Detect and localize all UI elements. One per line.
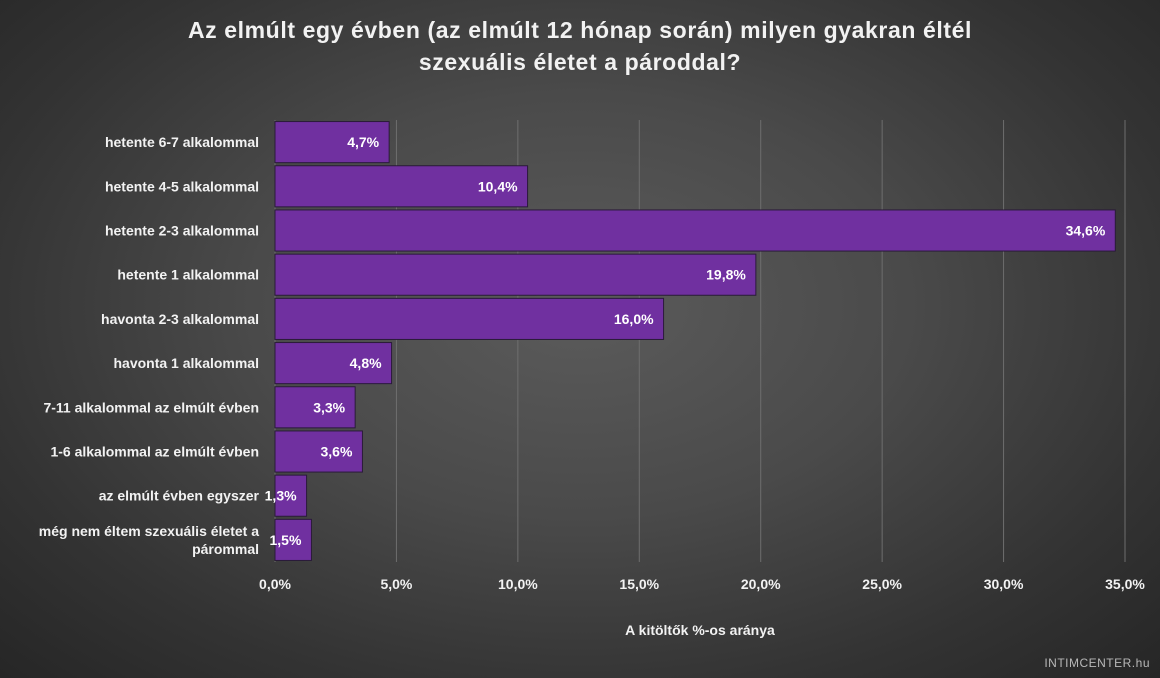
category-label-9-line-1: párommal — [192, 541, 259, 557]
bar-1 — [274, 165, 529, 208]
category-label-8: az elmúlt évben egyszer — [99, 488, 260, 504]
bar-value-label-1: 10,4% — [478, 178, 518, 194]
category-label-4: havonta 2-3 alkalommal — [101, 311, 259, 327]
bar-3 — [274, 253, 757, 296]
bar-5 — [274, 342, 393, 385]
chart-title-line-1: Az elmúlt egy évben (az elmúlt 12 hónap … — [187, 17, 973, 43]
x-tick-label-2: 10,0% — [498, 576, 538, 592]
category-label-1: hetente 4-5 alkalommal — [105, 178, 259, 194]
x-tick-label-7: 35,0% — [1105, 576, 1145, 592]
category-label-9-line-0: még nem éltem szexuális életet a — [39, 523, 259, 539]
bar-value-label-6: 3,3% — [313, 399, 345, 415]
bar-value-label-8: 1,3% — [265, 488, 297, 504]
x-axis-title: A kitöltők %-os aránya — [625, 622, 775, 638]
bar-value-label-3: 19,8% — [706, 267, 746, 283]
bar-4 — [274, 297, 665, 340]
category-label-3: hetente 1 alkalommal — [117, 267, 259, 283]
bar-value-label-2: 34,6% — [1066, 223, 1106, 239]
bar-value-label-5: 4,8% — [350, 355, 382, 371]
bar-value-label-0: 4,7% — [347, 134, 379, 150]
category-label-0: hetente 6-7 alkalommal — [105, 134, 259, 150]
x-tick-label-6: 30,0% — [984, 576, 1024, 592]
bar-2 — [274, 209, 1116, 252]
bar-7 — [274, 430, 363, 473]
x-tick-label-0: 0,0% — [259, 576, 291, 592]
x-tick-label-4: 20,0% — [741, 576, 781, 592]
chart-title-line-2: szexuális életet a pároddal? — [418, 49, 742, 75]
category-label-2: hetente 2-3 alkalommal — [105, 223, 259, 239]
category-label-7: 1-6 alkalommal az elmúlt évben — [50, 444, 259, 460]
x-tick-label-1: 5,0% — [380, 576, 412, 592]
x-tick-label-3: 15,0% — [619, 576, 659, 592]
bar-value-label-7: 3,6% — [321, 444, 353, 460]
x-tick-label-5: 25,0% — [862, 576, 902, 592]
bar-value-label-9: 1,5% — [270, 532, 302, 548]
bar-9 — [274, 518, 312, 561]
bar-value-label-4: 16,0% — [614, 311, 654, 327]
category-label-5: havonta 1 alkalommal — [113, 355, 259, 371]
chart-title: Az elmúlt egy évben (az elmúlt 12 hónap … — [0, 14, 1160, 78]
bar-0 — [274, 121, 390, 164]
bar-6 — [274, 386, 356, 429]
category-label-6: 7-11 alkalommal az elmúlt évben — [43, 399, 259, 415]
watermark: INTIMCENTER.hu — [1044, 656, 1150, 670]
bar-8 — [274, 474, 308, 517]
